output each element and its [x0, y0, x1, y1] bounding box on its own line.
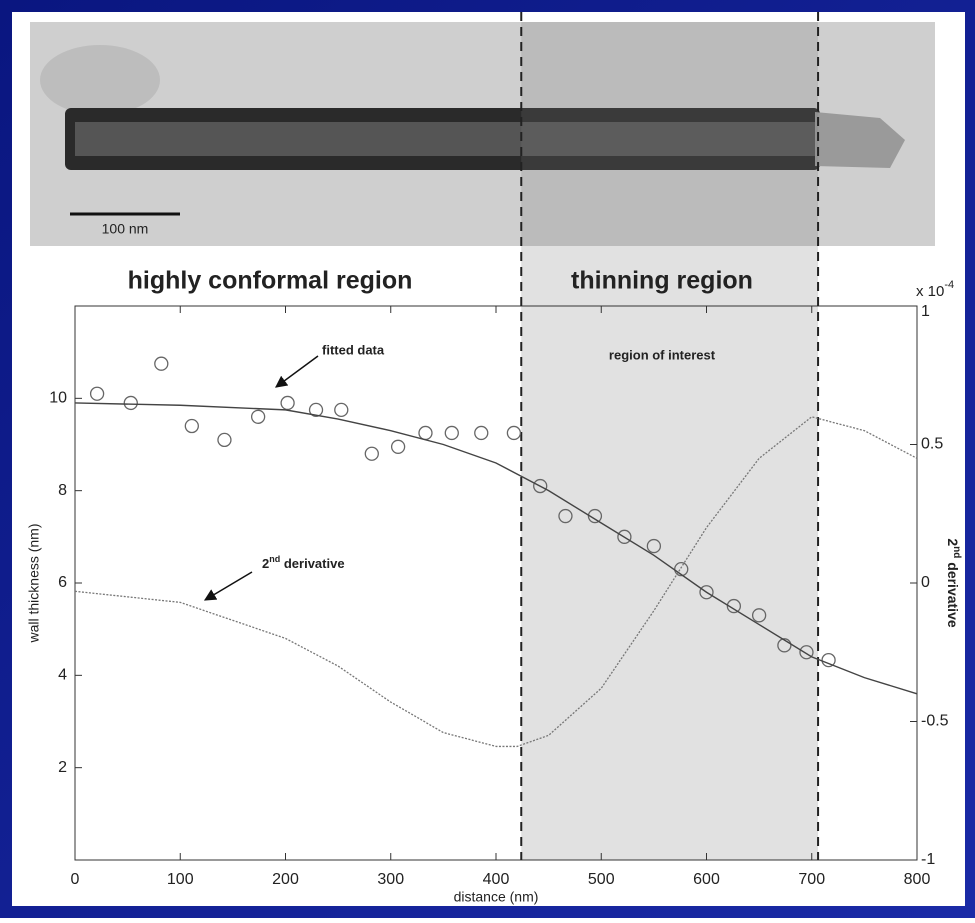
y-tick-label: 4: [58, 667, 67, 684]
annotation-arrow: [203, 571, 253, 601]
data-point: [699, 585, 714, 600]
y-tick-label: 10: [49, 390, 67, 407]
x-tick-label: 400: [483, 871, 510, 888]
data-point: [364, 446, 379, 461]
x-tick-label: 800: [904, 871, 931, 888]
x-tick-label: 500: [588, 871, 615, 888]
y2-multiplier-exp: -4: [944, 279, 954, 291]
region-label: thinning region: [571, 267, 753, 295]
annotation: 2nd derivative: [262, 554, 345, 571]
data-point: [217, 432, 232, 448]
data-point: [154, 356, 169, 371]
x-tick-label: 700: [798, 871, 825, 888]
data-point: [751, 608, 767, 623]
data-point: [444, 425, 459, 441]
y2-tick-label: -1: [921, 851, 935, 868]
data-point: [587, 508, 603, 524]
x-tick-label: 200: [272, 871, 299, 888]
y2-tick-label: 0.5: [921, 436, 943, 453]
derivative-curve: [74, 416, 918, 748]
data-point: [533, 478, 548, 494]
y2-label-base: 2: [945, 538, 961, 546]
x-tick-label: 100: [167, 871, 194, 888]
tube-tip: [815, 112, 905, 168]
y2-label-rest: derivative: [945, 558, 961, 627]
data-point: [777, 638, 792, 653]
data-point: [184, 418, 199, 434]
data-point: [646, 538, 662, 554]
data-point: [89, 386, 105, 401]
data-point: [334, 402, 349, 418]
data-point: [506, 425, 522, 441]
data-point: [726, 598, 742, 614]
data-point: [821, 652, 836, 668]
x-axis-label: distance (nm): [454, 889, 539, 905]
data-point: [123, 395, 138, 411]
region-note: region of interest: [609, 347, 716, 362]
annotation-sup: nd: [269, 554, 280, 564]
x-tick-label: 300: [377, 871, 404, 888]
data-point: [558, 508, 573, 524]
data-point: [617, 529, 632, 544]
x-tick-label: 600: [693, 871, 720, 888]
tube-core: [75, 122, 815, 156]
y-tick-label: 6: [58, 574, 67, 591]
y2-label-sup: nd: [951, 546, 962, 558]
y2-tick-label: 0: [921, 574, 930, 591]
annotation-base: 2: [262, 556, 269, 571]
y2-multiplier: x 10-4: [916, 279, 954, 300]
region-shade: [521, 22, 819, 860]
annotation-rest: derivative: [280, 556, 344, 571]
data-point: [280, 395, 295, 411]
region-label: highly conformal region: [128, 267, 413, 295]
debris: [40, 45, 160, 115]
y-tick-label: 2: [58, 759, 67, 776]
y2-tick-label: -0.5: [921, 713, 949, 730]
y-axis-label: wall thickness (nm): [26, 523, 42, 643]
y-tick-label: 8: [58, 482, 67, 499]
data-point: [390, 439, 406, 454]
micrograph: 100 nm: [30, 22, 935, 246]
x-tick-label: 0: [71, 871, 80, 888]
annotation-arrow: [275, 355, 319, 388]
y2-multiplier-base: x 10: [916, 283, 944, 300]
y2-tick-label: 1: [921, 303, 930, 320]
scale-bar-label: 100 nm: [102, 221, 149, 237]
fit-curve: [74, 402, 918, 695]
data-point: [474, 425, 489, 441]
data-point: [308, 402, 324, 418]
annotation: fitted data: [322, 342, 385, 357]
y2-axis-label: 2nd derivative: [945, 538, 962, 627]
data-point: [250, 409, 266, 424]
data-point: [799, 645, 814, 660]
